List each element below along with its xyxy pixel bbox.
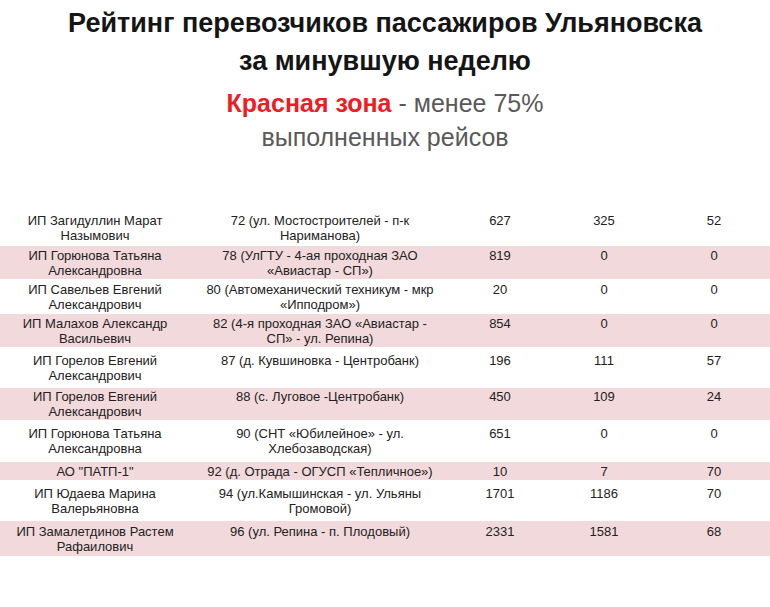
value-cell: 24	[658, 388, 770, 420]
value-cell: 20	[450, 279, 550, 314]
carrier-cell: ИП Горюнова Татьяна Александровна	[0, 246, 190, 279]
value-cell: 854	[450, 314, 550, 347]
carrier-cell: ИП Савельев Евгений Александрович	[0, 279, 190, 314]
table-row: ИП Горюнова Татьяна Александровна78 (УлГ…	[0, 246, 770, 279]
route-cell: 82 (4-я проходная ЗАО «Авиастар - СП» - …	[190, 314, 450, 347]
value-cell: 1186	[550, 480, 658, 521]
table-row: ИП Горелов Евгений Александрович88 (с. Л…	[0, 388, 770, 420]
value-cell: 450	[450, 388, 550, 420]
value-cell: 0	[658, 279, 770, 314]
zone-description-line-2: выполненных рейсов	[261, 123, 508, 151]
table-row: ИП Горюнова Татьяна Александровна90 (СНТ…	[0, 420, 770, 462]
value-cell: 627	[450, 209, 550, 246]
table-row: ИП Малахов Александр Васильевич82 (4-я п…	[0, 314, 770, 347]
value-cell: 0	[658, 420, 770, 462]
route-cell: 72 (ул. Мостостроителей - п-к Нариманова…	[190, 209, 450, 246]
value-cell: 70	[658, 480, 770, 521]
value-cell: 2331	[450, 521, 550, 556]
carrier-cell: ИП Замалетдинов Растем Рафаилович	[0, 521, 190, 556]
route-cell: 87 (д. Кувшиновка - Центробанк)	[190, 347, 450, 388]
value-cell: 0	[550, 314, 658, 347]
value-cell: 819	[450, 246, 550, 279]
table-row: ИП Савельев Евгений Александрович80 (Авт…	[0, 279, 770, 314]
carrier-cell: АО "ПАТП-1"	[0, 462, 190, 480]
value-cell: 0	[550, 420, 658, 462]
table-row: ИП Загидуллин Марат Назымович72 (ул. Мос…	[0, 209, 770, 246]
table-row: ИП Юдаева Марина Валерьяновна94 (ул.Камы…	[0, 480, 770, 521]
route-cell: 94 (ул.Камышинская - ул. Ульяны Громовой…	[190, 480, 450, 521]
carrier-cell: ИП Малахов Александр Васильевич	[0, 314, 190, 347]
value-cell: 57	[658, 347, 770, 388]
table-row: ИП Замалетдинов Растем Рафаилович96 (ул.…	[0, 521, 770, 556]
value-cell: 7	[550, 462, 658, 480]
route-cell: 92 (д. Отрада - ОГУСП «Тепличное»)	[190, 462, 450, 480]
table-row: ИП Горелов Евгений Александрович87 (д. К…	[0, 347, 770, 388]
route-cell: 78 (УлГТУ - 4-ая проходная ЗАО «Авиастар…	[190, 246, 450, 279]
table-row: АО "ПАТП-1"92 (д. Отрада - ОГУСП «Теплич…	[0, 462, 770, 480]
value-cell: 52	[658, 209, 770, 246]
value-cell: 1581	[550, 521, 658, 556]
value-cell: 10	[450, 462, 550, 480]
title-line-1: Рейтинг перевозчиков пассажиров Ульяновс…	[68, 8, 702, 38]
carriers-table: ИП Загидуллин Марат Назымович72 (ул. Мос…	[0, 209, 770, 556]
value-cell: 68	[658, 521, 770, 556]
route-cell: 90 (СНТ «Юбилейное» - ул. Хлебозаводская…	[190, 420, 450, 462]
value-cell: 109	[550, 388, 658, 420]
value-cell: 0	[550, 279, 658, 314]
value-cell: 0	[658, 246, 770, 279]
route-cell: 88 (с. Луговое -Центробанк)	[190, 388, 450, 420]
zone-description: - менее 75%	[392, 89, 544, 117]
route-cell: 96 (ул. Репина - п. Плодовый)	[190, 521, 450, 556]
carrier-cell: ИП Загидуллин Марат Назымович	[0, 209, 190, 246]
title-line-2: за минувшую неделю	[239, 46, 531, 76]
carrier-cell: ИП Горелов Евгений Александрович	[0, 388, 190, 420]
value-cell: 0	[658, 314, 770, 347]
value-cell: 325	[550, 209, 658, 246]
carrier-cell: ИП Горелов Евгений Александрович	[0, 347, 190, 388]
zone-subtitle: Красная зона - менее 75% выполненных рейс…	[0, 86, 770, 154]
carrier-cell: ИП Юдаева Марина Валерьяновна	[0, 480, 190, 521]
value-cell: 111	[550, 347, 658, 388]
value-cell: 651	[450, 420, 550, 462]
page-title: Рейтинг перевозчиков пассажиров Ульяновс…	[0, 4, 770, 80]
carrier-cell: ИП Горюнова Татьяна Александровна	[0, 420, 190, 462]
value-cell: 1701	[450, 480, 550, 521]
route-cell: 80 (Автомеханический техникум - мкр «Ипп…	[190, 279, 450, 314]
value-cell: 70	[658, 462, 770, 480]
zone-label: Красная зона	[227, 89, 392, 117]
value-cell: 196	[450, 347, 550, 388]
value-cell: 0	[550, 246, 658, 279]
